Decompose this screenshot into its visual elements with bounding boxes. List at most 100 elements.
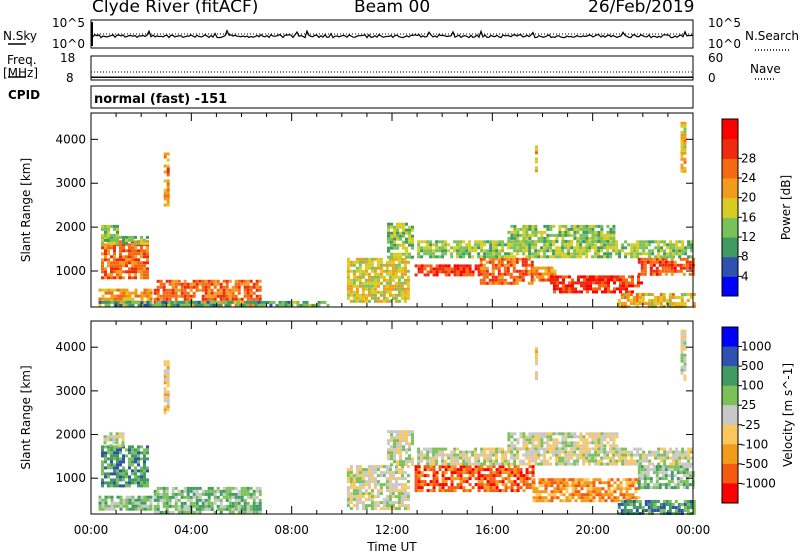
velocity-cell [364, 468, 368, 472]
velocity-cell [585, 432, 589, 436]
velocity-cell [388, 507, 392, 511]
velocity-cell [495, 462, 499, 466]
power-cell [483, 240, 487, 244]
power-cell [546, 239, 550, 243]
velocity-cell [531, 432, 535, 436]
velocity-cell [450, 453, 454, 457]
velocity-cell [643, 471, 647, 475]
velocity-cell [588, 450, 592, 454]
power-cell [474, 249, 478, 253]
velocity-cell [349, 471, 353, 475]
velocity-colorbar-label: 1000 [741, 340, 772, 354]
velocity-cell [346, 468, 350, 472]
velocity-cell [438, 453, 442, 457]
power-cell [579, 236, 583, 240]
velocity-cell [387, 454, 390, 458]
power-cell [543, 224, 547, 228]
velocity-cell [673, 483, 677, 487]
velocity-cell [651, 450, 655, 454]
velocity-cell [358, 486, 362, 490]
velocity-cell [156, 510, 160, 514]
power-cell [652, 257, 656, 261]
velocity-cell [134, 457, 137, 461]
power-cell [352, 299, 356, 303]
power-cell [516, 230, 520, 234]
power-cell [373, 290, 377, 294]
velocity-cell [349, 507, 353, 511]
power-cell [565, 287, 568, 291]
velocity-cell [131, 469, 134, 473]
power-cell [585, 227, 589, 231]
power-cell [540, 255, 544, 259]
velocity-cell [116, 504, 120, 508]
power-cell [603, 236, 607, 240]
power-cell [110, 276, 113, 280]
velocity-cell [432, 486, 436, 490]
velocity-cell [682, 474, 686, 478]
power-cell [210, 279, 214, 283]
velocity-cell [399, 463, 402, 467]
power-cell [396, 234, 399, 238]
power-cell [570, 227, 574, 231]
velocity-cell [107, 475, 110, 479]
velocity-cell [648, 462, 652, 466]
velocity-cell [559, 481, 563, 485]
velocity-cell [615, 453, 619, 457]
power-cell [390, 255, 393, 259]
power-cell [107, 258, 110, 262]
velocity-cell [567, 432, 571, 436]
velocity-cell [122, 469, 125, 473]
velocity-cell [468, 456, 472, 460]
velocity-cell [379, 507, 383, 511]
velocity-cell [535, 356, 538, 360]
power-cell [515, 278, 519, 282]
power-cell [649, 269, 653, 273]
velocity-cell [680, 347, 684, 351]
power-cell [648, 255, 652, 259]
power-cell [628, 275, 631, 279]
power-cell [402, 252, 405, 256]
power-cell [104, 291, 108, 295]
power-cell [453, 240, 457, 244]
power-cell [302, 300, 306, 304]
velocity-cell [513, 471, 517, 475]
power-cell [525, 239, 529, 243]
velocity-cell [504, 450, 508, 454]
velocity-cell [385, 480, 389, 484]
velocity-cell [603, 450, 607, 454]
velocity-cell [574, 484, 578, 488]
velocity-cell [558, 462, 562, 466]
power-cell [547, 275, 551, 279]
velocity-cell [162, 504, 166, 508]
power-cell [441, 255, 445, 259]
velocity-cell [195, 495, 199, 499]
velocity-cell [682, 483, 686, 487]
power-cell [122, 303, 126, 307]
velocity-cell [570, 453, 574, 457]
power-cell [507, 236, 511, 240]
velocity-cell [501, 477, 505, 481]
velocity-cell [522, 447, 526, 451]
velocity-cell [166, 393, 170, 397]
power-cell [137, 270, 140, 274]
power-cell [198, 282, 202, 286]
velocity-cell [668, 500, 672, 503]
power-cell [234, 297, 238, 301]
power-cell [629, 302, 633, 305]
velocity-cell [664, 474, 668, 478]
velocity-cell [408, 448, 411, 452]
velocity-cell [603, 438, 607, 442]
velocity-cell [346, 471, 350, 475]
power-cell [393, 252, 396, 256]
power-cell [406, 281, 410, 285]
velocity-cell [635, 506, 639, 509]
velocity-cell [400, 465, 404, 469]
velocity-cell [648, 459, 652, 463]
velocity-cell [388, 486, 392, 490]
power-cell [361, 269, 365, 273]
power-cell [497, 272, 501, 276]
power-cell [579, 240, 583, 244]
velocity-cell [549, 444, 553, 448]
power-cell [480, 243, 484, 247]
velocity-cell [113, 448, 116, 452]
